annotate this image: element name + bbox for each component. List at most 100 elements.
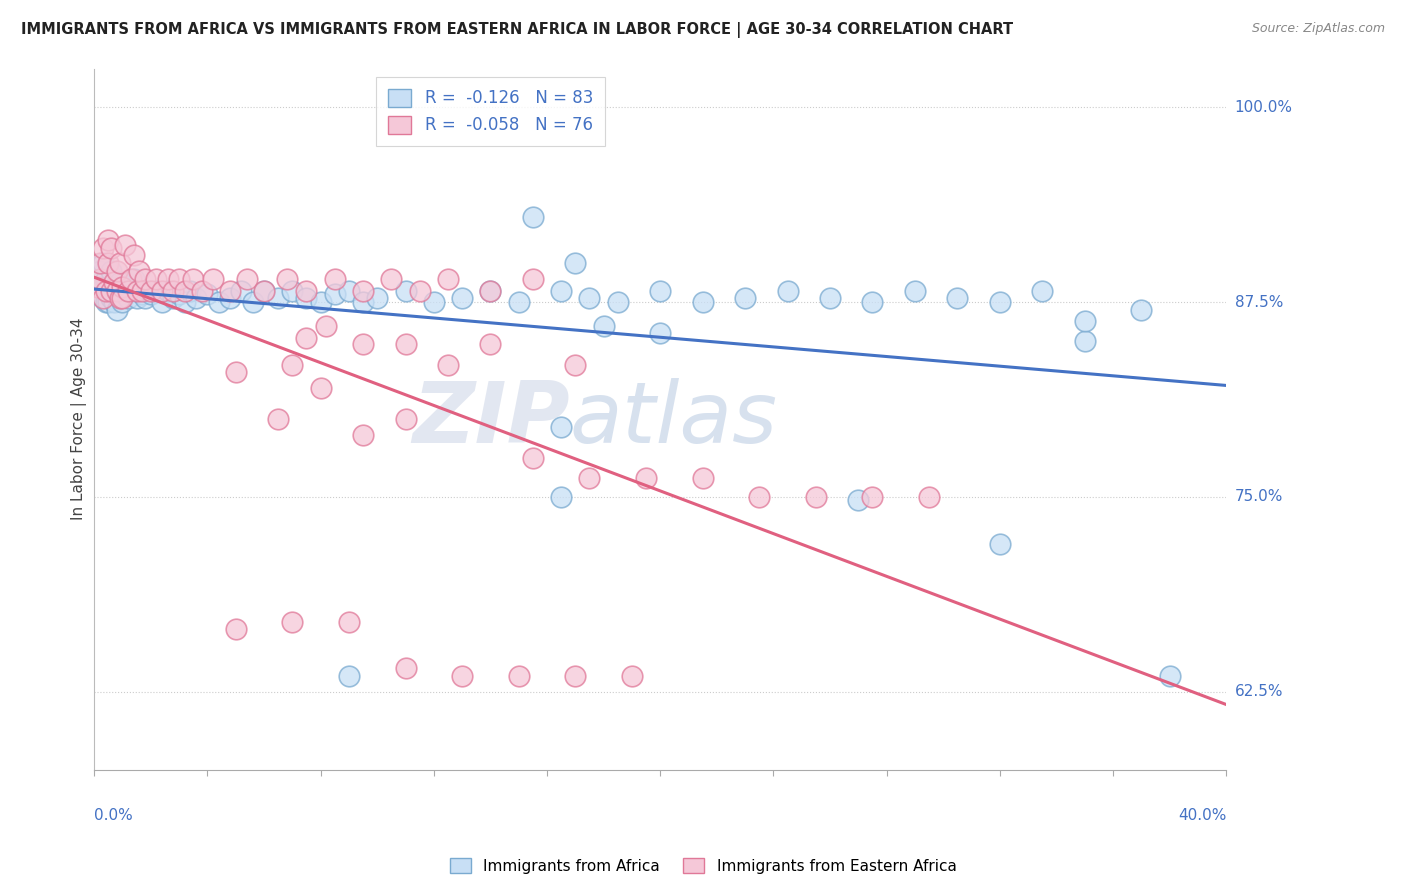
Point — [946, 291, 969, 305]
Point — [295, 331, 318, 345]
Point — [219, 285, 242, 299]
Point — [100, 285, 122, 299]
Point — [134, 291, 156, 305]
Point — [423, 295, 446, 310]
Point — [105, 285, 128, 299]
Point — [734, 291, 756, 305]
Point — [173, 285, 195, 299]
Point — [437, 358, 460, 372]
Point — [550, 285, 572, 299]
Point — [281, 285, 304, 299]
Point — [145, 285, 167, 299]
Point — [103, 275, 125, 289]
Point — [564, 358, 586, 372]
Point — [103, 279, 125, 293]
Point — [776, 285, 799, 299]
Point — [120, 272, 142, 286]
Point — [139, 287, 162, 301]
Point — [295, 285, 318, 299]
Point — [111, 295, 134, 310]
Point — [337, 615, 360, 629]
Point — [315, 318, 337, 333]
Point — [564, 669, 586, 683]
Text: 87.5%: 87.5% — [1234, 294, 1282, 310]
Point — [918, 490, 941, 504]
Point — [394, 412, 416, 426]
Point — [281, 615, 304, 629]
Point — [114, 287, 136, 301]
Point — [219, 291, 242, 305]
Point — [167, 272, 190, 286]
Point — [352, 427, 374, 442]
Point — [1130, 303, 1153, 318]
Text: 40.0%: 40.0% — [1178, 808, 1226, 823]
Point — [100, 241, 122, 255]
Point — [114, 237, 136, 252]
Point — [122, 272, 145, 286]
Point — [479, 285, 502, 299]
Point — [117, 285, 139, 299]
Point — [150, 295, 173, 310]
Point — [1159, 669, 1181, 683]
Point — [281, 358, 304, 372]
Legend: Immigrants from Africa, Immigrants from Eastern Africa: Immigrants from Africa, Immigrants from … — [443, 852, 963, 880]
Point — [592, 318, 614, 333]
Point — [103, 295, 125, 310]
Point — [179, 285, 201, 299]
Point — [162, 291, 184, 305]
Point — [337, 285, 360, 299]
Point — [225, 365, 247, 379]
Point — [128, 285, 150, 299]
Point — [181, 272, 204, 286]
Point — [150, 285, 173, 299]
Text: ZIP: ZIP — [412, 377, 569, 460]
Point — [309, 381, 332, 395]
Point — [225, 623, 247, 637]
Point — [134, 272, 156, 286]
Point — [128, 264, 150, 278]
Point — [94, 295, 117, 310]
Point — [86, 287, 108, 301]
Point — [197, 287, 219, 301]
Point — [394, 285, 416, 299]
Point — [108, 291, 131, 305]
Point — [508, 669, 530, 683]
Point — [253, 285, 276, 299]
Point — [323, 287, 346, 301]
Point — [352, 337, 374, 351]
Point — [366, 291, 388, 305]
Point — [236, 272, 259, 286]
Point — [522, 450, 544, 465]
Point — [550, 420, 572, 434]
Point — [846, 493, 869, 508]
Point — [94, 285, 117, 299]
Text: atlas: atlas — [569, 377, 778, 460]
Point — [323, 272, 346, 286]
Point — [105, 285, 128, 299]
Point — [136, 285, 159, 299]
Text: 0.0%: 0.0% — [94, 808, 134, 823]
Point — [156, 285, 179, 299]
Point — [578, 291, 600, 305]
Point — [352, 295, 374, 310]
Point — [122, 248, 145, 262]
Point — [522, 210, 544, 224]
Point — [97, 233, 120, 247]
Point — [253, 285, 276, 299]
Point — [105, 264, 128, 278]
Point — [804, 490, 827, 504]
Point — [131, 285, 153, 299]
Legend: R =  -0.126   N = 83, R =  -0.058   N = 76: R = -0.126 N = 83, R = -0.058 N = 76 — [377, 77, 605, 146]
Point — [276, 272, 298, 286]
Point — [295, 291, 318, 305]
Point — [162, 285, 184, 299]
Point — [1031, 285, 1053, 299]
Point — [692, 471, 714, 485]
Point — [97, 285, 120, 299]
Point — [988, 295, 1011, 310]
Point — [309, 295, 332, 310]
Point — [111, 279, 134, 293]
Point — [89, 256, 111, 270]
Point — [620, 669, 643, 683]
Point — [173, 295, 195, 310]
